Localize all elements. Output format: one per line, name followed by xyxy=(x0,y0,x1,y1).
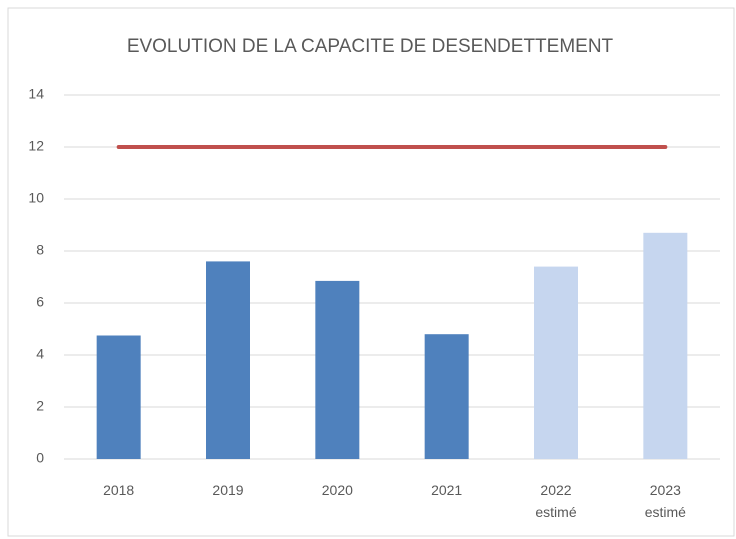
y-tick-label: 2 xyxy=(36,398,44,414)
bar xyxy=(643,232,688,459)
x-tick-label: 2022 estimé xyxy=(535,482,577,520)
y-tick-label: 10 xyxy=(28,190,44,206)
y-tick-label: 6 xyxy=(36,294,44,310)
x-tick-label: 2020 xyxy=(321,482,353,498)
y-tick-label: 14 xyxy=(28,86,44,102)
bar xyxy=(315,280,360,459)
x-tick-label: 2018 xyxy=(103,482,135,498)
y-tick-label: 4 xyxy=(36,346,44,362)
bar xyxy=(534,266,578,459)
bar xyxy=(96,335,141,459)
x-tick-label: 2019 xyxy=(212,482,244,498)
x-tick-label: 2023 estimé xyxy=(644,482,686,520)
y-tick-label: 0 xyxy=(36,450,44,466)
bar xyxy=(206,261,250,459)
chart-title: EVOLUTION DE LA CAPACITE DE DESENDETTEME… xyxy=(127,36,614,57)
x-tick-label: 2021 xyxy=(431,482,463,498)
bar xyxy=(424,334,469,459)
y-tick-label: 12 xyxy=(28,138,44,154)
y-tick-label: 8 xyxy=(36,242,44,258)
